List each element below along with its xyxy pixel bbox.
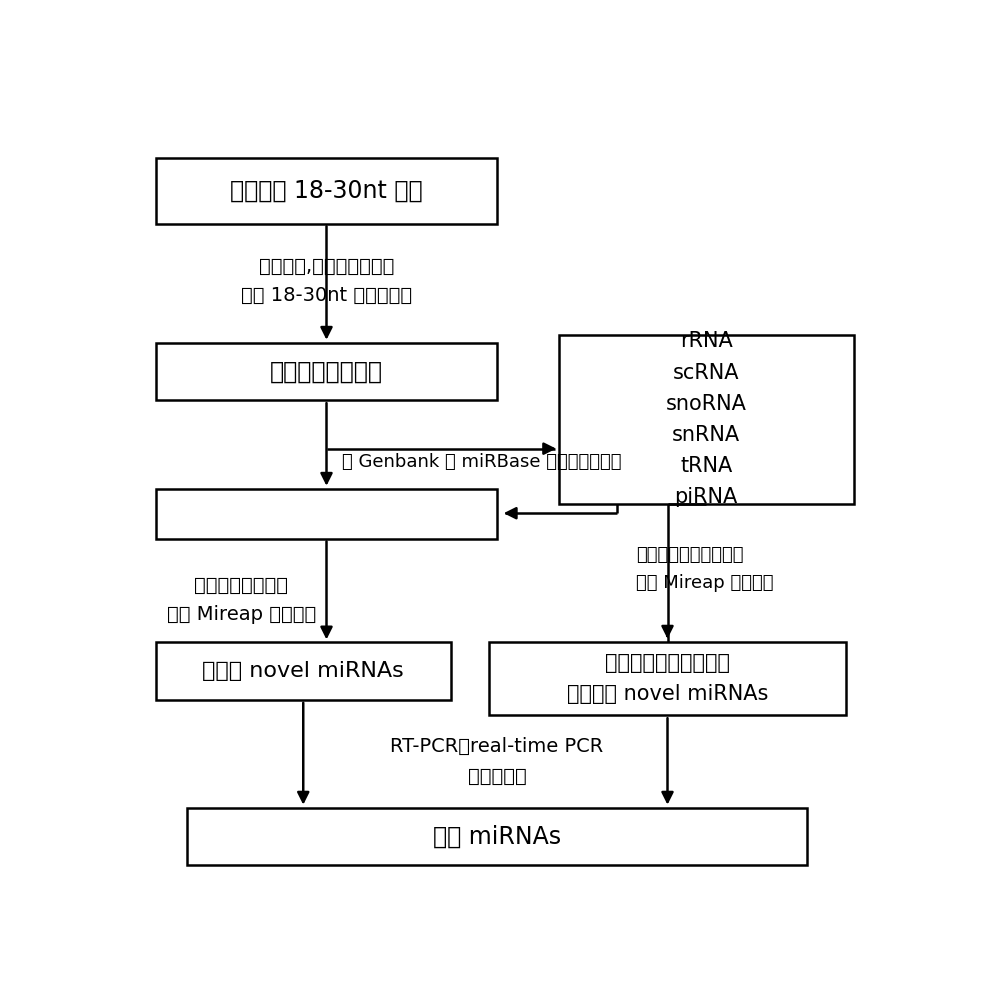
FancyBboxPatch shape bbox=[559, 335, 854, 504]
Text: 处理后的测序片段: 处理后的测序片段 bbox=[270, 359, 383, 383]
FancyBboxPatch shape bbox=[156, 342, 497, 400]
FancyBboxPatch shape bbox=[156, 159, 497, 224]
Text: 测序得到 18-30nt 小片: 测序得到 18-30nt 小片 bbox=[230, 179, 423, 203]
Text: 结合二化螟中肠转录组
通过 Mireap 软件预测: 结合二化螟中肠转录组 通过 Mireap 软件预测 bbox=[637, 547, 774, 592]
Text: 去掉接头,去掉低质量片段
选取 18-30nt 长度的片段: 去掉接头,去掉低质量片段 选取 18-30nt 长度的片段 bbox=[241, 256, 412, 305]
Text: RT-PCR、real-time PCR
和测序验证: RT-PCR、real-time PCR 和测序验证 bbox=[390, 738, 604, 785]
Text: 新的 miRNAs: 新的 miRNAs bbox=[433, 824, 561, 848]
FancyBboxPatch shape bbox=[156, 643, 450, 700]
Text: 预测的 novel miRNAs: 预测的 novel miRNAs bbox=[202, 661, 404, 681]
Text: rRNA
scRNA
snoRNA
snRNA
tRNA
piRNA: rRNA scRNA snoRNA snRNA tRNA piRNA bbox=[666, 331, 747, 507]
Text: 结合二化螟转录组
通过 Mireap 软件预测: 结合二化螟转录组 通过 Mireap 软件预测 bbox=[167, 576, 316, 625]
Text: 与 Genbank 和 miRBase 数据库进行比对: 与 Genbank 和 miRBase 数据库进行比对 bbox=[342, 453, 622, 471]
FancyBboxPatch shape bbox=[156, 489, 497, 539]
Text: 预测的定位于二化螟中
肠组织的 novel miRNAs: 预测的定位于二化螟中 肠组织的 novel miRNAs bbox=[567, 654, 768, 705]
FancyBboxPatch shape bbox=[489, 643, 846, 716]
FancyBboxPatch shape bbox=[187, 807, 807, 865]
